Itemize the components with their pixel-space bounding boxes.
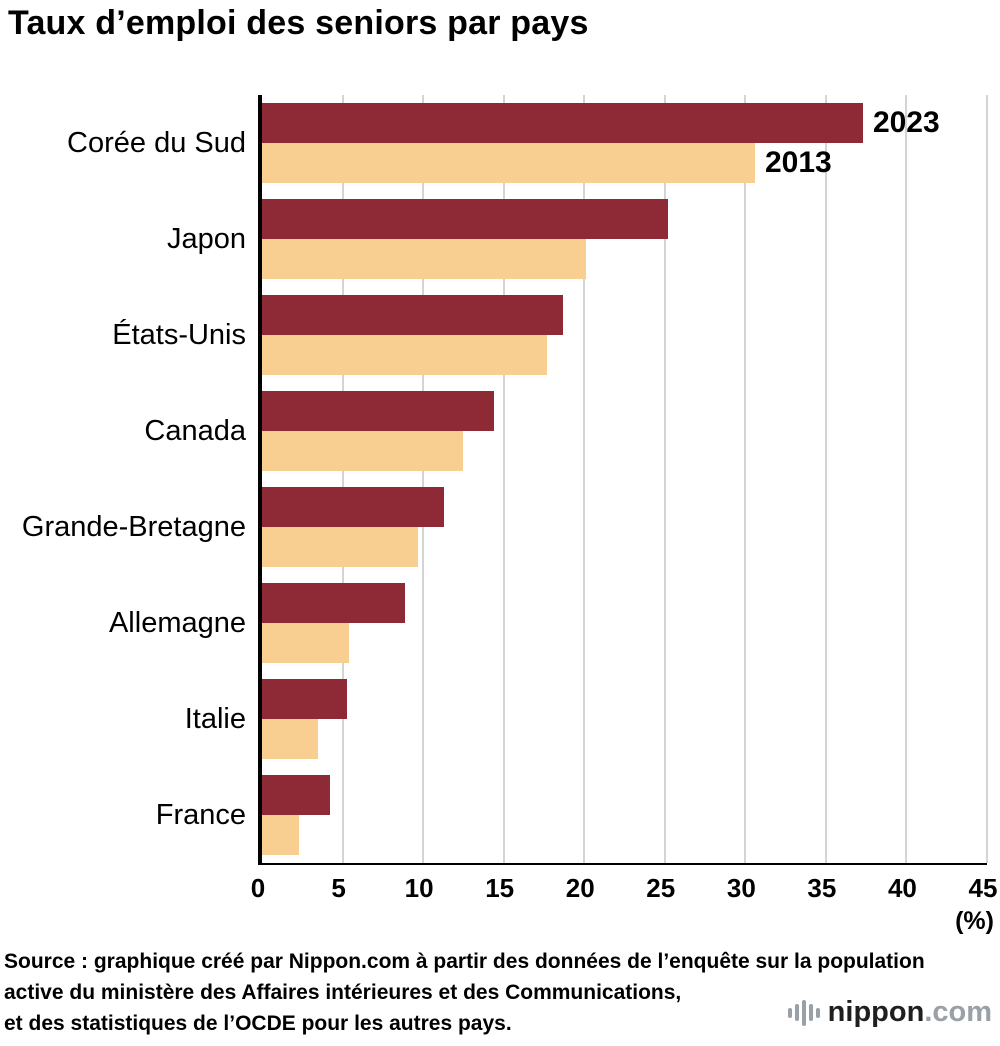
axis-unit-label: (%) <box>955 907 994 935</box>
gridline <box>341 95 344 863</box>
bar-group <box>262 287 987 383</box>
x-tick-label: 45 <box>968 873 998 903</box>
plot-area: 2023 2013 <box>258 95 988 865</box>
gridline <box>422 95 425 863</box>
bar-2013 <box>262 719 319 759</box>
category-label: États-Unis <box>112 318 246 351</box>
series-label-2023: 2023 <box>872 106 940 139</box>
bar-2013 <box>262 431 464 471</box>
bar-group <box>262 767 987 863</box>
logo-suffix: .com <box>924 996 992 1028</box>
bar-2023 <box>262 487 445 527</box>
x-tick-label: 40 <box>887 873 917 903</box>
bar-group <box>262 575 987 671</box>
bar-2023: 2023 <box>262 103 940 143</box>
bar-group: 2023 2013 <box>262 95 987 191</box>
series-label-2013: 2013 <box>765 146 832 179</box>
bar-2013 <box>262 527 419 567</box>
bar-group <box>262 671 987 767</box>
source-line: et des statistiques de l’OCDE pour les a… <box>4 1012 512 1035</box>
gridline <box>583 95 586 863</box>
page-title: Taux d’emploi des seniors par pays <box>8 4 589 42</box>
category-label: Canada <box>144 414 246 447</box>
logo-name: nippon <box>827 996 925 1028</box>
gridline <box>663 95 666 863</box>
gridline <box>824 95 827 863</box>
x-tick-label: 35 <box>807 873 837 903</box>
x-tick-label: 0 <box>250 873 266 903</box>
x-tick-label: 5 <box>331 873 346 903</box>
bar-chart: Corée du Sud Japon États-Unis Canada Grande-… <box>0 95 1000 955</box>
x-tick-label: 10 <box>404 873 434 903</box>
bar-group <box>262 383 987 479</box>
x-tick-label: 15 <box>485 873 515 903</box>
category-label: France <box>155 798 246 831</box>
gridline <box>905 95 908 863</box>
x-axis-ticks: 0 5 10 15 20 25 30 35 40 45 <box>251 873 998 905</box>
bar-2023 <box>262 295 564 335</box>
bar-2023 <box>262 199 668 239</box>
bar-2023 <box>262 679 348 719</box>
bar-group <box>262 479 987 575</box>
category-label: Corée du Sud <box>67 126 246 159</box>
category-labels: Corée du Sud Japon États-Unis Canada Grande-… <box>0 95 246 863</box>
gridline <box>502 95 505 863</box>
gridline <box>744 95 747 863</box>
bar-2013 <box>262 623 349 663</box>
x-tick-label: 30 <box>726 873 756 903</box>
nippon-logo: nippon .com <box>787 996 992 1029</box>
source-line: Source : graphique créé par Nippon.com à… <box>4 950 925 973</box>
bar-2013 <box>262 335 548 375</box>
bar-2023 <box>262 775 330 815</box>
bar-2013: 2013 <box>262 143 832 183</box>
bar-2013 <box>262 239 586 279</box>
x-tick-label: 25 <box>646 873 676 903</box>
gridline <box>986 95 988 863</box>
source-note: Source : graphique créé par Nippon.com à… <box>4 946 925 1039</box>
source-line: active du ministère des Affaires intérie… <box>4 981 682 1004</box>
bar-2013 <box>262 815 300 855</box>
bar-2023 <box>262 583 406 623</box>
category-label: Italie <box>184 702 246 735</box>
bar-group <box>262 191 987 287</box>
category-label: Allemagne <box>108 606 246 639</box>
x-tick-label: 20 <box>565 873 595 903</box>
category-label: Japon <box>166 222 246 255</box>
category-label: Grande-Bretagne <box>21 510 246 543</box>
bar-2023 <box>262 391 494 431</box>
audio-bars-icon <box>787 999 820 1026</box>
